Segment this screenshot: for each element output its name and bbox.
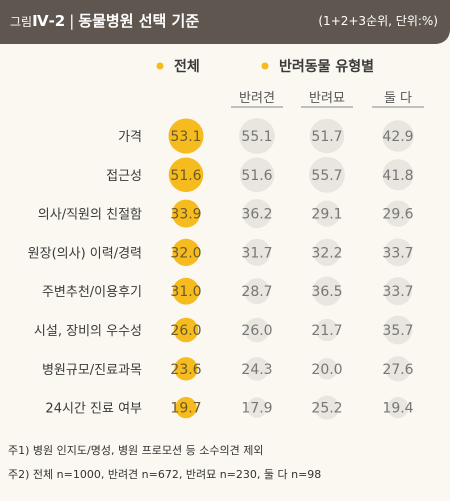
sub-bubble-4-2: [312, 276, 342, 306]
legend-label-1: 반려동물 유형별: [279, 58, 374, 75]
value-label-2-3: 29.6: [382, 207, 413, 223]
footnote-2: 주2) 전체 n=1000, 반려견 n=672, 반려묘 n=230, 둘 다…: [8, 468, 322, 481]
value-label-0-3: 42.9: [382, 129, 413, 145]
row-label-4: 주변추천/이용후기: [42, 285, 142, 300]
total-bubble-3-0: [172, 238, 200, 267]
figure-header: 그림Ⅳ-2 | 동물병원 선택 기준 (1+2+3순위, 단위:%): [0, 0, 450, 44]
value-label-3-1: 31.7: [241, 245, 272, 261]
value-label-7-0: 19.7: [170, 401, 201, 417]
sub-bubble-0-2: [309, 118, 345, 154]
value-label-1-3: 41.8: [382, 168, 413, 184]
total-bubble-2-0: [172, 199, 200, 228]
value-label-7-2: 25.2: [311, 401, 342, 417]
sub-bubble-7-1: [246, 397, 268, 418]
value-label-7-1: 17.9: [241, 401, 272, 417]
sub-bubble-1-1: [239, 157, 275, 193]
value-label-0-1: 55.1: [241, 129, 272, 145]
value-label-3-0: 32.0: [170, 245, 201, 261]
sub-bubble-3-3: [384, 238, 412, 267]
figure-number: Ⅳ-2: [32, 12, 66, 30]
figure-heading: 그림Ⅳ-2 | 동물병원 선택 기준: [10, 10, 199, 31]
sub-bubble-7-2: [314, 395, 340, 420]
total-bubble-5-0: [173, 317, 199, 343]
sub-bubble-4-1: [244, 278, 270, 305]
figure-title: 동물병원 선택 기준: [78, 12, 200, 30]
sub-bubble-3-1: [243, 238, 271, 266]
sub-bubble-6-3: [385, 356, 411, 382]
sub-bubble-2-1: [242, 199, 272, 229]
figure-prefix: 그림: [10, 15, 33, 29]
sub-bubble-3-2: [313, 238, 341, 267]
value-label-5-2: 21.7: [311, 323, 342, 339]
sub-bubble-0-1: [239, 118, 275, 154]
row-label-7: 24시간 진료 여부: [45, 402, 142, 417]
row-label-6: 병원규모/진료과목: [42, 363, 142, 378]
sub-bubble-0-3: [382, 120, 414, 152]
sub-bubble-1-2: [309, 156, 345, 193]
legend-dot-1: [261, 62, 269, 70]
sub-bubble-5-3: [383, 315, 413, 345]
column-header-2: 둘 다: [384, 91, 412, 106]
sub-bubble-5-1: [244, 317, 270, 343]
sub-bubble-6-2: [316, 358, 338, 380]
total-bubble-7-0: [175, 396, 197, 419]
sub-bubble-1-3: [382, 159, 414, 191]
value-label-5-1: 26.0: [241, 323, 272, 339]
value-label-3-3: 33.7: [382, 245, 413, 261]
value-label-6-2: 20.0: [311, 362, 342, 378]
footnote-1: 주1) 병원 인지도/명성, 병원 프로모션 등 소수의견 제외: [8, 444, 264, 457]
value-label-4-2: 36.5: [311, 284, 342, 300]
sub-bubble-2-2: [314, 200, 340, 227]
value-label-5-0: 26.0: [170, 323, 201, 339]
value-label-6-0: 23.6: [170, 362, 201, 378]
value-label-0-2: 51.7: [311, 129, 342, 145]
row-label-0: 가격: [118, 130, 142, 145]
value-label-4-0: 31.0: [170, 284, 201, 300]
value-label-2-0: 33.9: [170, 207, 201, 223]
sub-bubble-7-3: [387, 397, 409, 419]
value-label-5-3: 35.7: [382, 323, 413, 339]
legend-label-0: 전체: [174, 58, 200, 75]
row-label-5: 시설, 장비의 우수성: [34, 324, 142, 339]
value-label-4-1: 28.7: [241, 284, 272, 300]
legend-dot-0: [156, 62, 164, 70]
sub-bubble-2-3: [384, 200, 412, 227]
total-bubble-6-0: [174, 357, 198, 381]
value-label-6-3: 27.6: [382, 362, 413, 378]
row-label-2: 의사/직원의 친절함: [38, 208, 142, 223]
value-label-2-2: 29.1: [311, 207, 342, 223]
sub-bubble-4-3: [384, 277, 412, 306]
value-label-1-0: 51.6: [170, 168, 201, 184]
sub-bubble-5-2: [315, 318, 339, 342]
value-label-6-1: 24.3: [241, 362, 272, 378]
value-label-1-1: 51.6: [241, 168, 272, 184]
sub-bubble-6-1: [245, 356, 269, 381]
total-bubble-4-0: [172, 277, 200, 305]
row-label-1: 접근성: [106, 169, 142, 184]
total-bubble-1-0: [168, 157, 204, 193]
column-header-0: 반려견: [239, 91, 275, 106]
row-label-3: 원장(의사) 이력/경력: [28, 246, 142, 261]
title-separator: |: [69, 12, 75, 30]
column-header-1: 반려묘: [309, 91, 345, 106]
unit-note: (1+2+3순위, 단위:%): [318, 14, 438, 28]
value-label-0-0: 53.1: [170, 129, 201, 145]
value-label-2-1: 36.2: [241, 207, 272, 223]
value-label-7-3: 19.4: [382, 401, 413, 417]
value-label-1-2: 55.7: [311, 168, 342, 184]
value-label-3-2: 32.2: [311, 245, 342, 261]
total-bubble-0-0: [168, 118, 204, 154]
value-label-4-3: 33.7: [382, 284, 413, 300]
